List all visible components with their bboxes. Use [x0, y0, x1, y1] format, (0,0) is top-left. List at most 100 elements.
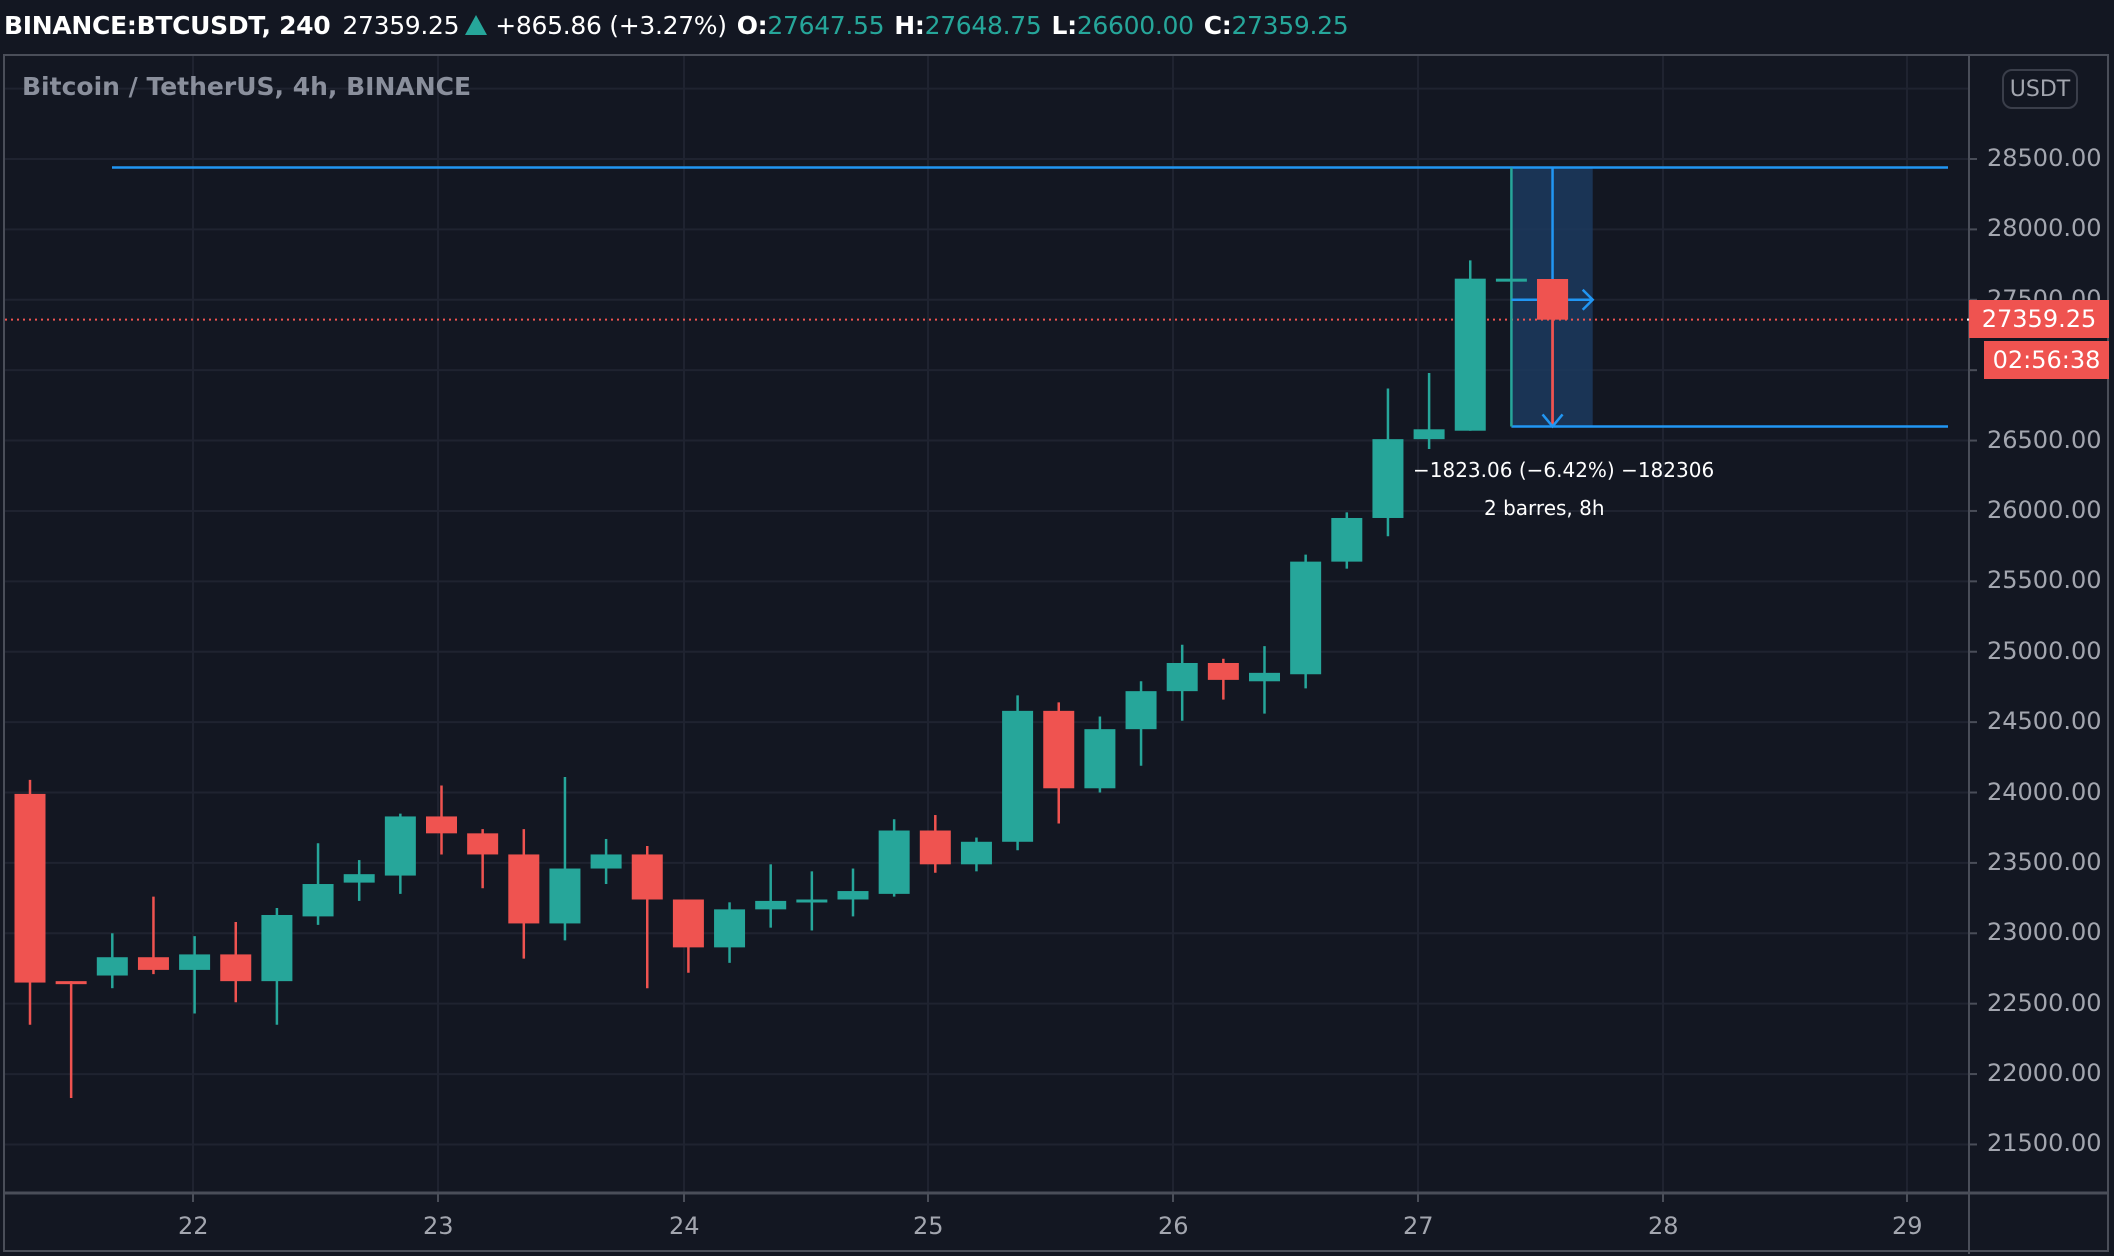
measurement-bars-label: 2 barres, 8h [1484, 496, 1605, 520]
candle[interactable] [55, 981, 87, 1099]
countdown-tag: 02:56:38 [1984, 341, 2109, 379]
candle[interactable] [878, 819, 910, 897]
candle[interactable] [796, 871, 828, 931]
candle-body [672, 899, 704, 948]
candle-body [919, 830, 951, 865]
candle[interactable] [714, 902, 746, 963]
candle-body [220, 954, 252, 982]
symbol-label[interactable]: BINANCE:BTCUSDT, 240 [4, 10, 331, 40]
candle[interactable] [1166, 644, 1198, 721]
price-axis-label: 25000.00 [1987, 636, 2102, 665]
candle-body [1043, 710, 1075, 789]
candle[interactable] [837, 868, 869, 917]
candle[interactable] [302, 843, 334, 925]
time-axis-label: 27 [1403, 1212, 1434, 1240]
candle[interactable] [1249, 646, 1280, 714]
candle[interactable] [549, 777, 581, 941]
candle-body [590, 854, 622, 869]
candle-body [837, 891, 869, 900]
candle[interactable] [1084, 716, 1116, 793]
triangle-up-icon [465, 15, 488, 35]
candle-body [1290, 561, 1322, 675]
candle[interactable] [179, 936, 211, 1014]
candle-body [14, 793, 46, 983]
price-axis-label: 21500.00 [1987, 1129, 2102, 1158]
candle[interactable] [631, 846, 663, 989]
candle[interactable] [137, 896, 169, 975]
candle-body [508, 854, 540, 924]
price-axis-label: 22500.00 [1987, 988, 2102, 1017]
chart-frame [3, 54, 2109, 1252]
close-value: 27359.25 [1231, 10, 1349, 40]
candle[interactable] [467, 829, 499, 889]
candle[interactable] [919, 815, 951, 873]
candle[interactable] [1043, 702, 1075, 824]
candle[interactable] [1207, 658, 1239, 700]
time-axis-label: 29 [1892, 1212, 1923, 1240]
price-axis-label: 23000.00 [1987, 918, 2102, 947]
candle-body [631, 854, 663, 900]
currency-button[interactable]: USDT [2002, 69, 2078, 109]
open-value: 27647.55 [767, 10, 885, 40]
last-price: 27359.25 [342, 10, 460, 40]
candle[interactable] [1372, 388, 1404, 537]
current-price-tag: 27359.25 [1969, 300, 2109, 338]
candle-body [426, 816, 457, 834]
high-label: H: [894, 10, 925, 40]
symbol-header: BINANCE:BTCUSDT, 240 27359.25 +865.86 (+… [4, 8, 1358, 42]
candle[interactable] [755, 864, 787, 928]
candle-body [755, 900, 787, 910]
candle[interactable] [14, 779, 46, 1025]
candle-body [1166, 662, 1198, 692]
candle-body [261, 914, 293, 982]
candle-body [302, 884, 334, 917]
candle-body [179, 954, 211, 970]
open-label: O: [736, 10, 768, 40]
price-axis-label: 24500.00 [1987, 707, 2102, 736]
candle-body [549, 868, 581, 924]
candle[interactable] [1331, 512, 1363, 569]
time-axis-label: 25 [913, 1212, 944, 1240]
price-axis-label: 24000.00 [1987, 777, 2102, 806]
price-axis-label: 26000.00 [1987, 495, 2102, 524]
candle-body [1002, 710, 1034, 842]
low-label: L: [1051, 10, 1077, 40]
candle-body [1372, 439, 1404, 518]
chart-legend[interactable]: Bitcoin / TetherUS, 4h, BINANCE [22, 72, 472, 101]
candle-body [796, 899, 828, 903]
measurement-change-label: −1823.06 (−6.42%) −182306 [1413, 458, 1715, 482]
candle[interactable] [96, 933, 128, 989]
candle[interactable] [384, 813, 416, 894]
candle[interactable] [220, 922, 252, 1003]
candle-body [1454, 278, 1486, 431]
candle[interactable] [672, 899, 704, 973]
candle[interactable] [343, 860, 375, 901]
close-label: C: [1203, 10, 1232, 40]
candle-body [878, 830, 910, 894]
price-axis-label: 23500.00 [1987, 847, 2102, 876]
candle[interactable] [508, 829, 540, 959]
candle-body [714, 909, 746, 948]
candle[interactable] [1002, 695, 1034, 851]
candle[interactable] [1413, 372, 1445, 450]
candle[interactable] [426, 785, 457, 855]
current-candle-body [1537, 279, 1569, 320]
candle[interactable] [590, 838, 622, 885]
candle-body [1125, 691, 1157, 730]
price-axis-label: 28500.00 [1987, 144, 2102, 172]
candle-body [55, 981, 87, 985]
high-value: 27648.75 [924, 10, 1042, 40]
candle-body [960, 841, 992, 865]
low-value: 26600.00 [1076, 10, 1194, 40]
candle[interactable] [960, 837, 992, 872]
candle-body [467, 833, 499, 855]
candle-body [1084, 729, 1116, 789]
candle[interactable] [1125, 681, 1157, 766]
candle-body [1207, 662, 1239, 680]
candle[interactable] [1290, 554, 1322, 689]
time-axis-label: 23 [423, 1212, 454, 1240]
candle[interactable] [1454, 260, 1486, 431]
candle[interactable] [261, 907, 293, 1025]
time-axis-label: 28 [1648, 1212, 1679, 1240]
